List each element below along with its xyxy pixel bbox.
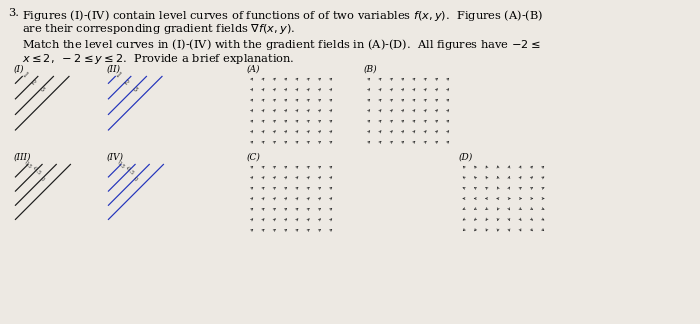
- Text: (I): (I): [14, 65, 24, 74]
- Text: 1: 1: [113, 70, 121, 79]
- Text: (D): (D): [459, 153, 473, 162]
- Text: 0: 0: [132, 176, 137, 182]
- Text: 0.5: 0.5: [23, 160, 33, 169]
- Text: 2: 2: [28, 77, 37, 86]
- Text: (A): (A): [247, 65, 260, 74]
- Text: (III): (III): [14, 153, 32, 162]
- Text: 2: 2: [121, 77, 130, 86]
- Text: $x \leq 2,\ -2 \leq y \leq 2$.  Provide a brief explanation.: $x \leq 2,\ -2 \leq y \leq 2$. Provide a…: [22, 52, 295, 66]
- Text: -0.5: -0.5: [31, 165, 42, 176]
- Text: are their corresponding gradient fields $\nabla f(x, y)$.: are their corresponding gradient fields …: [22, 22, 295, 36]
- Text: (C): (C): [247, 153, 261, 162]
- Text: Match the level curves in (I)-(IV) with the gradient fields in (A)-(D).  All fig: Match the level curves in (I)-(IV) with …: [22, 37, 540, 52]
- Text: 1: 1: [20, 70, 29, 79]
- Text: (II): (II): [107, 65, 121, 74]
- Text: Figures (I)-(IV) contain level curves of functions of of two variables $f(x, y)$: Figures (I)-(IV) contain level curves of…: [22, 8, 543, 23]
- Text: -0.5: -0.5: [124, 165, 134, 176]
- Text: 0.5: 0.5: [116, 160, 125, 169]
- Text: 3.: 3.: [8, 8, 19, 18]
- Text: 3: 3: [37, 84, 46, 93]
- Text: (B): (B): [364, 65, 377, 74]
- Text: 3: 3: [130, 84, 139, 93]
- Text: 0: 0: [38, 176, 44, 182]
- Text: (IV): (IV): [107, 153, 124, 162]
